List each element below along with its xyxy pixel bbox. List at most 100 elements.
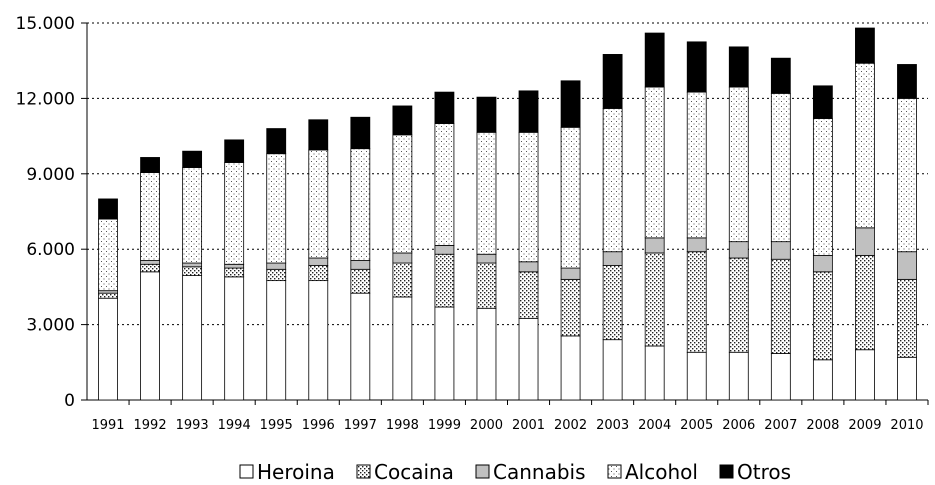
bar-segment-heroina (855, 349, 875, 401)
legend-swatch (475, 464, 490, 479)
x-tick-label: 2008 (806, 418, 839, 433)
legend-label: Cocaina (374, 460, 454, 484)
bar-segment-alcohol (140, 172, 160, 261)
x-tick-label: 2004 (638, 418, 671, 433)
bar-segment-cocaina (98, 292, 118, 299)
bar-segment-alcohol (897, 98, 917, 253)
x-tick-label: 2000 (470, 418, 503, 433)
x-tick-label: 1993 (176, 418, 209, 433)
bar-stack-1993 (182, 150, 203, 401)
bar-segment-otros (686, 41, 707, 93)
bar-segment-otros (224, 139, 245, 163)
bar-stack-2007 (770, 57, 791, 401)
bar-segment-cocaina (224, 267, 245, 278)
bar-segment-cannabis (812, 255, 833, 273)
bar-segment-cannabis (308, 257, 329, 266)
bar-segment-heroina (392, 296, 413, 401)
bar-segment-otros (560, 80, 581, 128)
bar-stack-2004 (644, 32, 665, 401)
bar-segment-cocaina (602, 265, 623, 341)
legend-item-cocaina: Cocaina (356, 460, 454, 484)
bar-segment-heroina (98, 297, 118, 401)
y-tick-label: 15.000 (16, 14, 75, 34)
legend-swatch (607, 464, 622, 479)
bar-stack-2002 (560, 80, 581, 401)
bar-segment-heroina (518, 317, 539, 401)
y-tick-label: 0 (64, 391, 75, 411)
bar-segment-cannabis (518, 261, 539, 273)
bar-segment-otros (140, 157, 160, 173)
bar-segment-heroina (602, 339, 623, 401)
x-tick-label: 2010 (890, 418, 923, 433)
y-axis-tick-labels: 0 3.000 6.000 9.000 12.000 15.000 (16, 14, 75, 411)
x-tick-label: 1991 (91, 418, 124, 433)
legend-item-cannabis: Cannabis (475, 460, 586, 484)
bar-segment-cannabis (224, 263, 245, 269)
bar-segment-heroina (434, 306, 455, 401)
bar-segment-cannabis (602, 251, 623, 266)
bar-stack-1991 (98, 198, 118, 401)
bar-segment-otros (897, 64, 917, 99)
bar-segment-cannabis (560, 267, 581, 280)
bar-segment-otros (392, 105, 413, 136)
bar-segment-cocaina (266, 268, 287, 282)
bar-stack-2008 (812, 85, 833, 401)
bar-segment-alcohol (434, 123, 455, 246)
bar-stack-1996 (308, 119, 329, 401)
bar-segment-otros (644, 32, 665, 88)
x-tick-label: 1999 (428, 418, 461, 433)
bar-stack-1999 (434, 91, 455, 401)
bar-segment-cocaina (518, 271, 539, 319)
bar-segment-otros (308, 119, 329, 151)
legend-swatch (719, 464, 734, 479)
bar-segment-cocaina (728, 257, 749, 353)
x-tick-label: 2006 (722, 418, 755, 433)
bar-segment-otros (602, 54, 623, 109)
bar-segment-cannabis (644, 237, 665, 254)
x-tick-label: 1992 (134, 418, 167, 433)
legend-item-alcohol: Alcohol (607, 460, 698, 484)
grid-lines (87, 22, 928, 326)
legend-swatch (239, 464, 254, 479)
legend-label: Otros (737, 460, 791, 484)
bar-segment-otros (728, 46, 749, 88)
bar-segment-alcohol (602, 108, 623, 253)
bar-segment-alcohol (560, 126, 581, 269)
bar-segment-cocaina (434, 253, 455, 308)
bar-segment-heroina (182, 275, 203, 401)
x-tick-label: 2009 (848, 418, 881, 433)
bar-segment-cocaina (770, 258, 791, 354)
bar-segment-alcohol (644, 86, 665, 239)
bar-segment-heroina (350, 292, 371, 401)
y-tick-label: 3.000 (26, 316, 75, 336)
bar-stack-2006 (728, 46, 749, 401)
bar-segment-alcohol (686, 91, 707, 239)
x-tick-label: 1998 (386, 418, 419, 433)
bar-segment-otros (434, 91, 455, 124)
bar-segment-cannabis (140, 260, 160, 265)
bar-segment-heroina (728, 351, 749, 401)
legend-label: Cannabis (493, 460, 586, 484)
bar-segment-alcohol (350, 148, 371, 261)
axes (81, 22, 929, 405)
bar-segment-heroina (644, 345, 665, 401)
bar-segment-cocaina (308, 265, 329, 282)
bar-segment-cannabis (266, 262, 287, 270)
bar-segment-otros (350, 116, 371, 150)
bar-segment-alcohol (728, 86, 749, 243)
legend-swatch (356, 464, 371, 479)
bar-segment-otros (770, 57, 791, 94)
bar-segment-otros (476, 96, 497, 133)
bar-segment-heroina (224, 276, 245, 401)
bar-segment-heroina (140, 271, 160, 401)
bar-stack-2001 (518, 90, 539, 401)
bar-stack-2009 (855, 27, 875, 401)
bar-segment-heroina (560, 335, 581, 401)
bar-segment-heroina (812, 359, 833, 401)
bar-segment-otros (518, 90, 539, 133)
bar-segment-alcohol (224, 162, 245, 265)
bar-segment-cannabis (392, 252, 413, 264)
legend-label: Heroina (257, 460, 335, 484)
